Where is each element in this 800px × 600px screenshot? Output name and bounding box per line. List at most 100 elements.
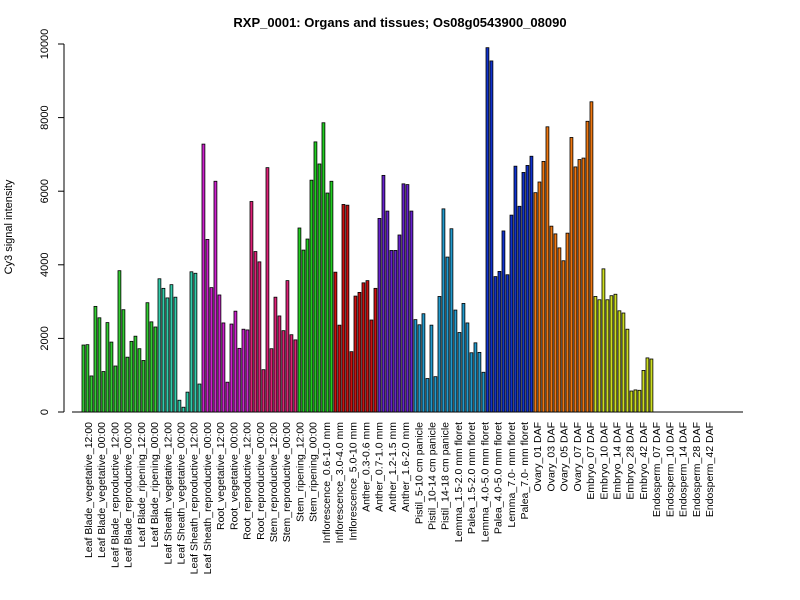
bar bbox=[85, 344, 90, 413]
bar bbox=[233, 310, 238, 413]
x-tick-label: Embryo_42 DAF bbox=[638, 422, 650, 500]
bar bbox=[533, 192, 538, 413]
bar bbox=[545, 126, 550, 413]
x-tick-label: Leaf Blade_reproductive_12:00 bbox=[109, 422, 121, 568]
bar bbox=[217, 294, 222, 413]
y-tick-label: 4000 bbox=[39, 253, 51, 277]
bar bbox=[261, 369, 266, 413]
bar bbox=[133, 335, 138, 413]
chart-title: RXP_0001: Organs and tissues; Os08g05439… bbox=[233, 15, 566, 30]
x-tick-label: Anther_1.2-1.5 mm bbox=[387, 422, 399, 512]
bar bbox=[629, 390, 634, 413]
bar bbox=[329, 180, 334, 413]
bar bbox=[473, 342, 478, 413]
x-tick-label: Leaf Sheath_reproductive_12:00 bbox=[189, 422, 201, 575]
y-tick-label: 8000 bbox=[39, 105, 51, 129]
bar bbox=[181, 406, 186, 413]
bar bbox=[557, 247, 562, 413]
bars bbox=[81, 47, 654, 413]
bar bbox=[125, 356, 130, 413]
bar bbox=[345, 204, 350, 413]
bar bbox=[353, 295, 358, 413]
x-tick-label: Root_reproductive_00:00 bbox=[255, 422, 267, 540]
bar bbox=[597, 299, 602, 413]
bar bbox=[609, 295, 614, 413]
x-tick-label: Stem_reproductive_12:00 bbox=[268, 422, 280, 542]
bar bbox=[141, 360, 146, 413]
bar bbox=[377, 218, 382, 413]
x-tick-label: Root_reproductive_12:00 bbox=[242, 422, 254, 540]
x-tick-label: Embryo_07 DAF bbox=[585, 422, 597, 500]
bar bbox=[549, 225, 554, 413]
x-tick-label: Stem_ripening_00:00 bbox=[308, 422, 320, 522]
bar bbox=[577, 159, 582, 413]
x-tick-label: Ovary_03 DAF bbox=[545, 422, 557, 491]
bar bbox=[157, 278, 162, 413]
x-tick-label: Anther_0.3-0.6 mm bbox=[360, 422, 372, 512]
bar bbox=[113, 365, 118, 413]
bar bbox=[613, 293, 618, 413]
bar bbox=[381, 174, 386, 413]
x-tick-label: Leaf Blade_vegetative_12:00 bbox=[83, 422, 95, 558]
bar bbox=[369, 319, 374, 413]
bar bbox=[481, 371, 486, 413]
bar bbox=[501, 230, 506, 413]
bar bbox=[497, 271, 502, 413]
bar bbox=[385, 210, 390, 413]
bar bbox=[365, 280, 370, 413]
bar bbox=[641, 370, 646, 413]
bar bbox=[529, 155, 534, 413]
bar bbox=[277, 315, 282, 413]
bar bbox=[201, 143, 206, 413]
bar bbox=[409, 210, 414, 413]
bar bbox=[585, 120, 590, 413]
x-tick-label: Palea_1.5-2.0 mm floret bbox=[466, 422, 478, 534]
bar bbox=[325, 192, 330, 413]
bar bbox=[285, 280, 290, 413]
bar bbox=[185, 391, 190, 413]
bar bbox=[269, 348, 274, 413]
bar bbox=[373, 287, 378, 413]
bar bbox=[305, 238, 310, 413]
bar bbox=[621, 312, 626, 413]
bar bbox=[509, 214, 514, 413]
bar bbox=[153, 326, 158, 413]
x-tick-label: Inflorescence_0.6-1.0 mm bbox=[321, 422, 333, 544]
bar bbox=[349, 351, 354, 413]
x-tick-label: Pistil_14-18 cm panicle bbox=[440, 422, 452, 530]
bar bbox=[145, 302, 150, 413]
bar bbox=[337, 324, 342, 413]
bar bbox=[477, 351, 482, 413]
bar bbox=[193, 272, 198, 413]
x-tick-label: Embryo_28 DAF bbox=[625, 422, 637, 500]
bar bbox=[649, 358, 654, 413]
bar bbox=[213, 180, 218, 413]
x-tick-label: Lemma_1.5-2.0 mm floret bbox=[453, 422, 465, 542]
x-tick-label: Lemma_7.0- mm floret bbox=[506, 422, 518, 528]
bar bbox=[457, 332, 462, 413]
x-tick-label: Root_vegetative_00:00 bbox=[228, 422, 240, 530]
bar bbox=[137, 348, 142, 413]
bar bbox=[237, 347, 242, 413]
bar bbox=[425, 378, 430, 413]
bar bbox=[525, 165, 530, 413]
bar bbox=[397, 234, 402, 413]
bar bbox=[301, 249, 306, 413]
bar bbox=[453, 309, 458, 413]
bar bbox=[257, 261, 262, 413]
x-tick-label: Leaf Blade_ripening_00:00 bbox=[149, 422, 161, 548]
x-tick-label: Ovary_05 DAF bbox=[559, 422, 571, 491]
bar bbox=[229, 323, 234, 413]
bar bbox=[293, 339, 298, 413]
bar bbox=[265, 167, 270, 413]
bar bbox=[245, 329, 250, 413]
bar bbox=[253, 251, 258, 413]
bar bbox=[581, 157, 586, 413]
bar bbox=[569, 137, 574, 413]
bar bbox=[437, 296, 442, 413]
bar bbox=[273, 296, 278, 413]
x-tick-label: Leaf Sheath_vegetative_00:00 bbox=[175, 422, 187, 565]
bar bbox=[209, 287, 214, 413]
bar bbox=[493, 276, 498, 413]
bar bbox=[289, 334, 294, 413]
